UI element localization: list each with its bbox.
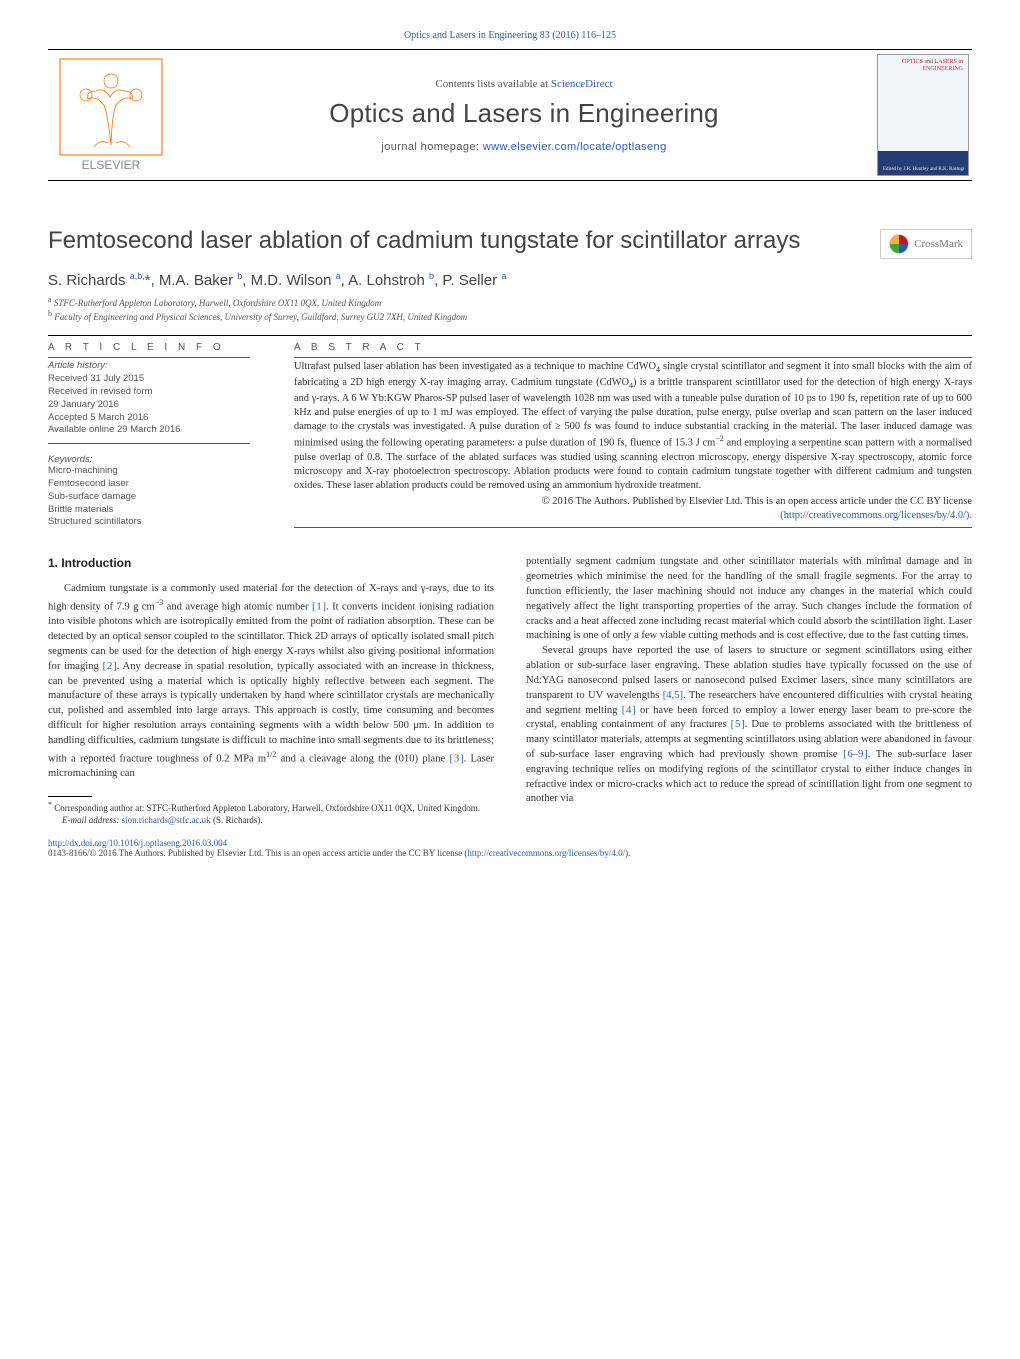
keyword: Brittle materials	[48, 504, 250, 517]
masthead-center: Contents lists available at ScienceDirec…	[174, 70, 874, 161]
crossmark-label: CrossMark	[914, 238, 963, 250]
email-label: E-mail address:	[62, 815, 122, 825]
running-header: Optics and Lasers in Engineering 83 (201…	[48, 30, 972, 41]
keywords-heading: Keywords:	[48, 454, 250, 465]
history-line: 29 January 2016	[48, 399, 250, 412]
article-title: Femtosecond laser ablation of cadmium tu…	[48, 227, 868, 255]
abstract-text: Ultrafast pulsed laser ablation has been…	[294, 360, 972, 493]
keyword: Sub-surface damage	[48, 491, 250, 504]
body-paragraph: Several groups have reported the use of …	[526, 644, 972, 807]
email-footnote: E-mail address: sion.richards@stfc.ac.uk…	[48, 815, 494, 827]
crossmark-badge[interactable]: CrossMark	[880, 229, 972, 259]
copyright-line: © 2016 The Authors. Published by Elsevie…	[294, 495, 972, 523]
footer-cc-link[interactable]: http://creativecommons.org/licenses/by/4…	[467, 848, 625, 858]
svg-text:ELSEVIER: ELSEVIER	[82, 158, 141, 172]
elsevier-tree-icon: ELSEVIER	[56, 55, 166, 175]
crossmark-icon	[889, 234, 909, 254]
history-line: Received in revised form	[48, 386, 250, 399]
corresponding-email-link[interactable]: sion.richards@stfc.ac.uk	[122, 815, 211, 825]
homepage-prefix: journal homepage:	[381, 141, 482, 153]
footer-tail: ).	[625, 848, 630, 858]
copyright-text: © 2016 The Authors. Published by Elsevie…	[542, 496, 972, 507]
history-line: Accepted 5 March 2016	[48, 412, 250, 425]
article-history: Article history: Received 31 July 2015 R…	[48, 360, 250, 437]
abstract-heading: A B S T R A C T	[294, 336, 972, 357]
body-text: 1. Introduction Cadmium tungstate is a c…	[48, 555, 972, 826]
running-header-link[interactable]: Optics and Lasers in Engineering 83 (201…	[404, 30, 616, 41]
journal-homepage-line: journal homepage: www.elsevier.com/locat…	[174, 141, 874, 153]
doi-link[interactable]: http://dx.doi.org/10.1016/j.optlaseng.20…	[48, 838, 227, 848]
keywords-list: Micro-machining Femtosecond laser Sub-su…	[48, 465, 250, 529]
divider	[294, 527, 972, 528]
publisher-logo: ELSEVIER	[48, 50, 174, 180]
cc-license-link[interactable]: (http://creativecommons.org/licenses/by/…	[780, 510, 972, 521]
affiliation-b: b Faculty of Engineering and Physical Sc…	[48, 309, 972, 323]
issn-copyright: 0143-8166/© 2016 The Authors. Published …	[48, 848, 467, 858]
sciencedirect-line: Contents lists available at ScienceDirec…	[174, 78, 874, 90]
cover-editors: Edited by J.R. Huntley and R.K. Rastogi	[883, 167, 964, 172]
body-paragraph: potentially segment cadmium tungstate an…	[526, 555, 972, 644]
sd-prefix: Contents lists available at	[435, 78, 550, 90]
keyword: Femtosecond laser	[48, 478, 250, 491]
email-tail: (S. Richards).	[211, 815, 263, 825]
body-paragraph: Cadmium tungstate is a commonly used mat…	[48, 582, 494, 782]
article-info-heading: A R T I C L E I N F O	[48, 336, 250, 357]
author-list: S. Richards a,b,*, M.A. Baker b, M.D. Wi…	[48, 271, 972, 289]
journal-homepage-link[interactable]: www.elsevier.com/locate/optlaseng	[483, 141, 667, 153]
journal-name: Optics and Lasers in Engineering	[174, 98, 874, 129]
keyword: Structured scintillators	[48, 516, 250, 529]
history-line: Available online 29 March 2016	[48, 424, 250, 437]
sciencedirect-link[interactable]: ScienceDirect	[551, 78, 613, 90]
affiliations: a STFC-Rutherford Appleton Laboratory, H…	[48, 295, 972, 323]
footnote-separator	[48, 796, 92, 797]
masthead: ELSEVIER Contents lists available at Sci…	[48, 49, 972, 181]
history-line: Received 31 July 2015	[48, 373, 250, 386]
cover-title: OPTICS and LASERS in ENGINEERING	[878, 59, 963, 72]
divider	[48, 357, 250, 358]
divider	[48, 443, 250, 444]
section-heading-introduction: 1. Introduction	[48, 555, 494, 572]
keyword: Micro-machining	[48, 465, 250, 478]
affiliation-a: a STFC-Rutherford Appleton Laboratory, H…	[48, 295, 972, 309]
divider	[294, 357, 972, 358]
corresponding-author-footnote: * Corresponding author at: STFC-Rutherfo…	[48, 800, 494, 815]
page-footer: http://dx.doi.org/10.1016/j.optlaseng.20…	[48, 838, 972, 858]
history-heading: Article history:	[48, 360, 250, 373]
journal-cover: OPTICS and LASERS in ENGINEERING Edited …	[874, 51, 972, 179]
